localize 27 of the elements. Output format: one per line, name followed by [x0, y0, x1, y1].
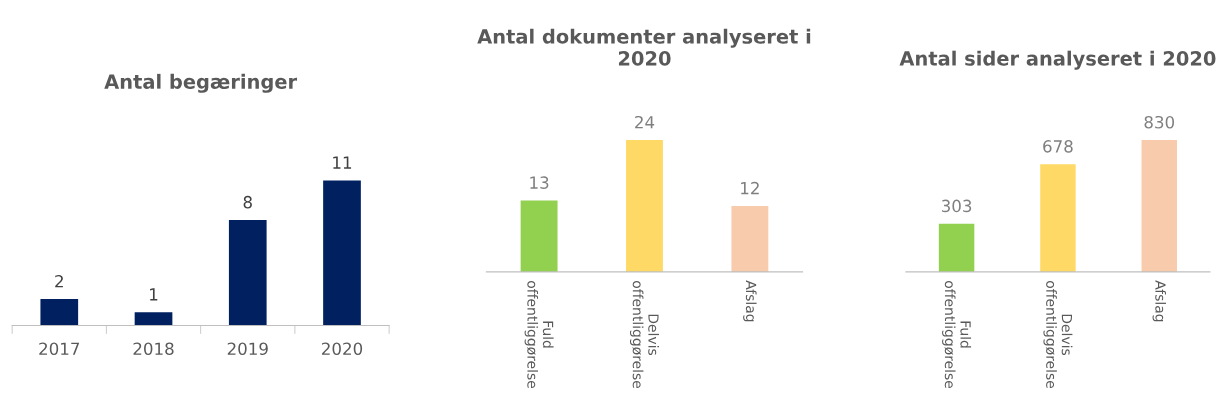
data-label: 2 [55, 274, 63, 288]
data-label: 678 [1043, 140, 1073, 153]
data-label: 11 [333, 156, 352, 169]
x-tick-label: 2017 [39, 342, 80, 356]
x-tick-label: Afslag [743, 280, 757, 322]
bar [228, 220, 267, 326]
data-label: 303 [941, 199, 972, 213]
data-label: 1 [150, 288, 158, 301]
x-tick-label: Fuld offentliggørelse [524, 281, 554, 389]
bar [40, 299, 79, 326]
x-tick-label: 2018 [133, 342, 174, 356]
data-label: 24 [635, 115, 655, 129]
data-label: 8 [243, 195, 252, 209]
x-tick-label: 2020 [322, 342, 363, 356]
data-label: 12 [741, 181, 759, 195]
bar [323, 180, 361, 326]
data-label: 830 [1144, 115, 1175, 129]
chart-title: Antal begæringer [104, 73, 298, 93]
chart-title: Antal dokumenter analyseret i 2020 [477, 28, 811, 66]
chart-title: Antal sider analyseret i 2020 [899, 50, 1216, 70]
bar [134, 312, 173, 326]
x-tick-label: Delvis offentliggørelse [629, 281, 659, 389]
data-label: 13 [530, 176, 549, 189]
x-tick-label: Fuld offentliggørelse [942, 281, 972, 389]
x-tick-label: Afslag [1152, 280, 1166, 322]
x-tick-label: Delvis offentliggørelse [1043, 281, 1073, 389]
x-tick-label: 2019 [227, 342, 268, 356]
